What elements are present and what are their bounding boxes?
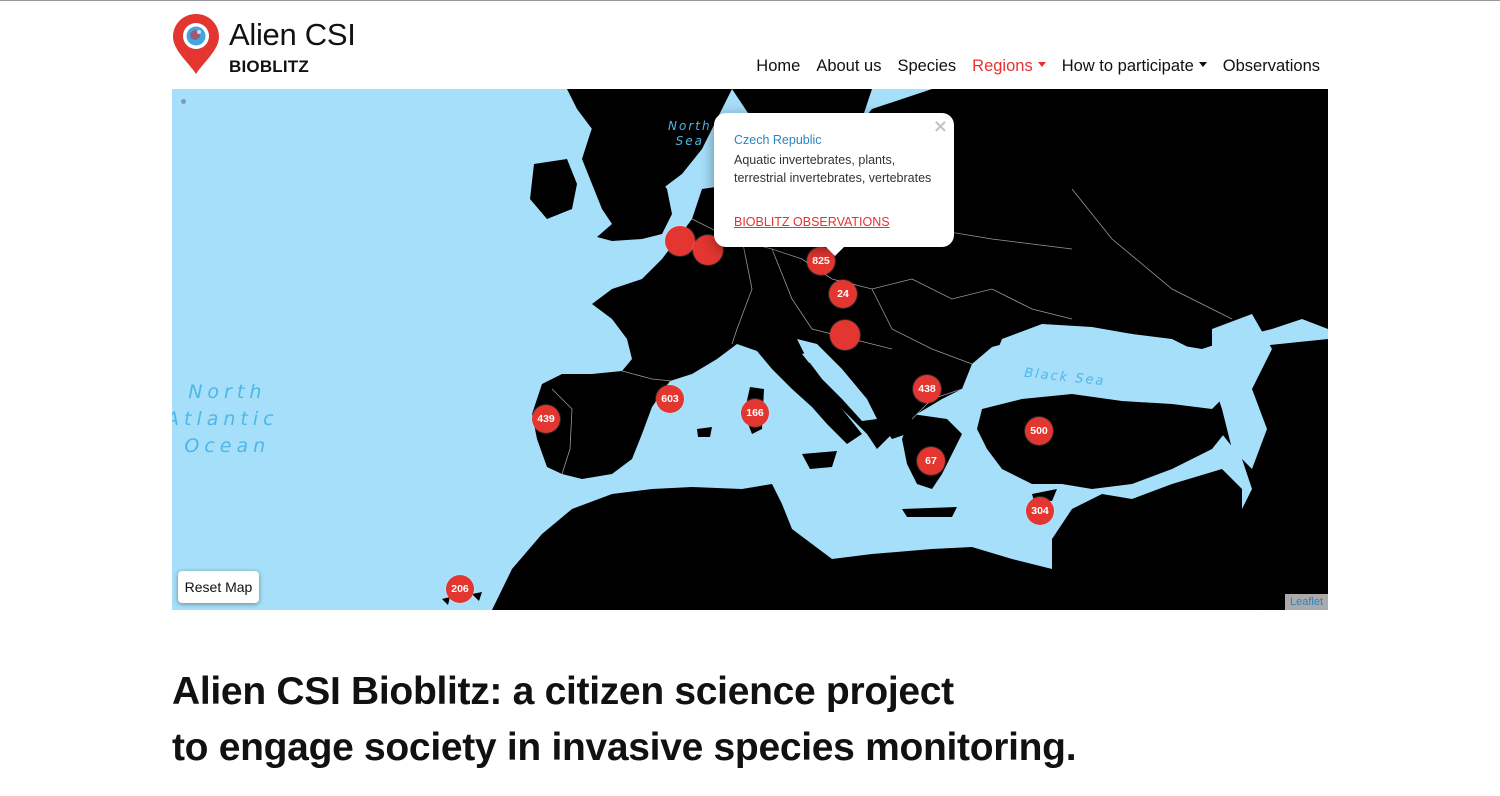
nav-how-to-participate-label: How to participate — [1061, 57, 1194, 75]
cluster-marker[interactable]: 24 — [829, 280, 857, 308]
north-sea-line1: North — [668, 119, 712, 133]
map-pin-logo-icon — [173, 14, 219, 74]
cluster-marker[interactable]: 166 — [741, 399, 769, 427]
atlantic-line1: North — [188, 381, 267, 403]
nav-about-us-label: About us — [816, 57, 882, 75]
cluster-marker[interactable]: 304 — [1026, 497, 1054, 525]
nav-about-us[interactable]: About us — [808, 57, 889, 76]
page-title-line2: to engage society in invasive species mo… — [172, 726, 1077, 769]
logo-subtitle: BIOBLITZ — [229, 57, 309, 76]
cluster-marker[interactable] — [665, 226, 695, 256]
logo[interactable]: Alien CSI BIOBLITZ — [172, 13, 372, 77]
nav-observations[interactable]: Observations — [1215, 57, 1328, 76]
reset-map-button[interactable]: Reset Map — [178, 571, 259, 603]
region-popup: × Czech Republic Aquatic invertebrates, … — [714, 113, 954, 256]
page-title-line1: Alien CSI Bioblitz: a citizen science pr… — [172, 670, 954, 713]
popup-description: Aquatic invertebrates, plants, terrestri… — [734, 153, 932, 185]
close-icon[interactable]: × — [932, 116, 948, 137]
nav-observations-label: Observations — [1222, 57, 1320, 75]
atlantic-line3: Ocean — [184, 435, 271, 457]
nav-home[interactable]: Home — [748, 57, 808, 76]
nav-regions-label: Regions — [972, 57, 1033, 75]
popup-title: Czech Republic — [734, 133, 822, 147]
cluster-marker[interactable]: 438 — [913, 375, 941, 403]
nav-regions[interactable]: Regions — [964, 57, 1054, 76]
caret-down-icon — [1037, 62, 1046, 67]
nav-home-label: Home — [756, 57, 801, 75]
cluster-marker[interactable] — [830, 320, 860, 350]
logo-title: Alien CSI — [229, 17, 356, 52]
nav-how-to-participate[interactable]: How to participate — [1054, 57, 1215, 76]
cluster-marker[interactable]: 603 — [656, 385, 684, 413]
atlantic-line2: Atlantic — [172, 408, 279, 430]
leaflet-attribution-link[interactable]: Leaflet — [1284, 594, 1328, 610]
page-title: Alien CSI Bioblitz: a citizen science pr… — [172, 664, 1077, 776]
north-sea-line2: Sea — [675, 134, 704, 148]
north-sea-label: North Sea — [668, 119, 712, 149]
main-nav: Home About us Species Regions How to par… — [748, 57, 1328, 76]
cluster-marker[interactable]: 439 — [532, 405, 560, 433]
nav-species[interactable]: Species — [889, 57, 964, 76]
cluster-marker[interactable]: 67 — [917, 447, 945, 475]
cluster-marker[interactable]: 206 — [446, 575, 474, 603]
nav-species-label: Species — [897, 57, 957, 75]
map[interactable]: North Sea North Atlantic Ocean Black Sea… — [172, 89, 1328, 610]
atlantic-label: North Atlantic Ocean — [172, 379, 279, 460]
caret-down-icon — [1198, 62, 1207, 67]
cluster-marker[interactable]: 500 — [1025, 417, 1053, 445]
bioblitz-observations-link[interactable]: BIOBLITZ OBSERVATIONS — [734, 215, 890, 229]
map-dot — [181, 99, 186, 104]
